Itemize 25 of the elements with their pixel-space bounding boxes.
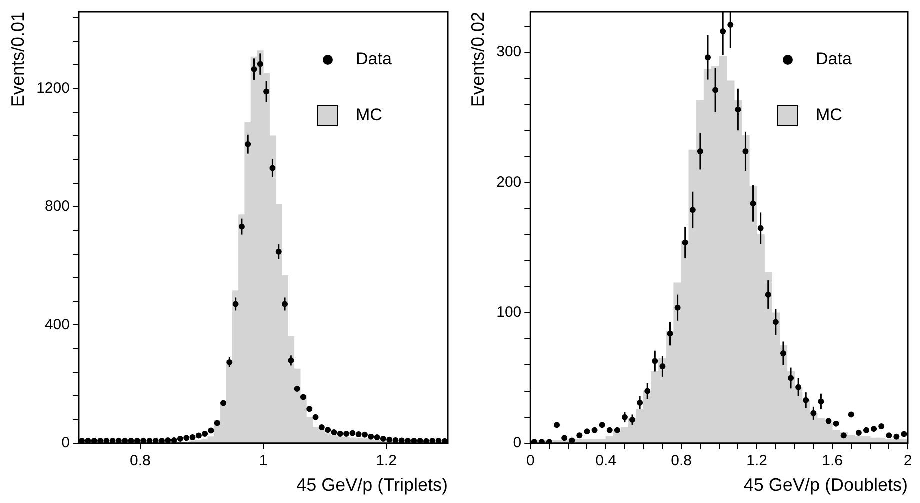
y-tick-label: 800 (44, 198, 70, 216)
x-tick-label: 0.8 (671, 452, 692, 470)
x-tick-label: 0.4 (596, 452, 617, 470)
y-tick-label: 1200 (36, 80, 70, 97)
y-tick-label: 0 (513, 434, 522, 452)
x-tick-label: 1 (259, 452, 268, 470)
y-axis-title: Events/0.01 (8, 12, 28, 108)
y-tick-label: 0 (62, 434, 70, 452)
x-axis-title: 45 GeV/p (Triplets) (296, 475, 448, 496)
x-tick-label: 0.8 (130, 452, 151, 470)
x-tick-label: 1.2 (746, 452, 768, 470)
y-tick-label: 400 (44, 316, 70, 334)
x-tick-label: 1.2 (376, 452, 397, 470)
legend-label: Data (356, 50, 392, 69)
y-axis-title: Events/0.02 (468, 12, 488, 108)
y-tick-label: 300 (496, 44, 522, 61)
legend-label: Data (816, 50, 852, 69)
x-axis-title: 45 GeV/p (Doublets) (744, 475, 908, 496)
y-tick-label: 200 (496, 174, 522, 191)
legend-label: MC (816, 106, 842, 125)
x-tick-label: 2 (904, 452, 912, 470)
x-tick-label: 1.6 (822, 452, 843, 470)
legend-label: MC (356, 106, 382, 125)
x-tick-label: 0 (526, 452, 535, 470)
y-tick-label: 100 (496, 304, 522, 322)
